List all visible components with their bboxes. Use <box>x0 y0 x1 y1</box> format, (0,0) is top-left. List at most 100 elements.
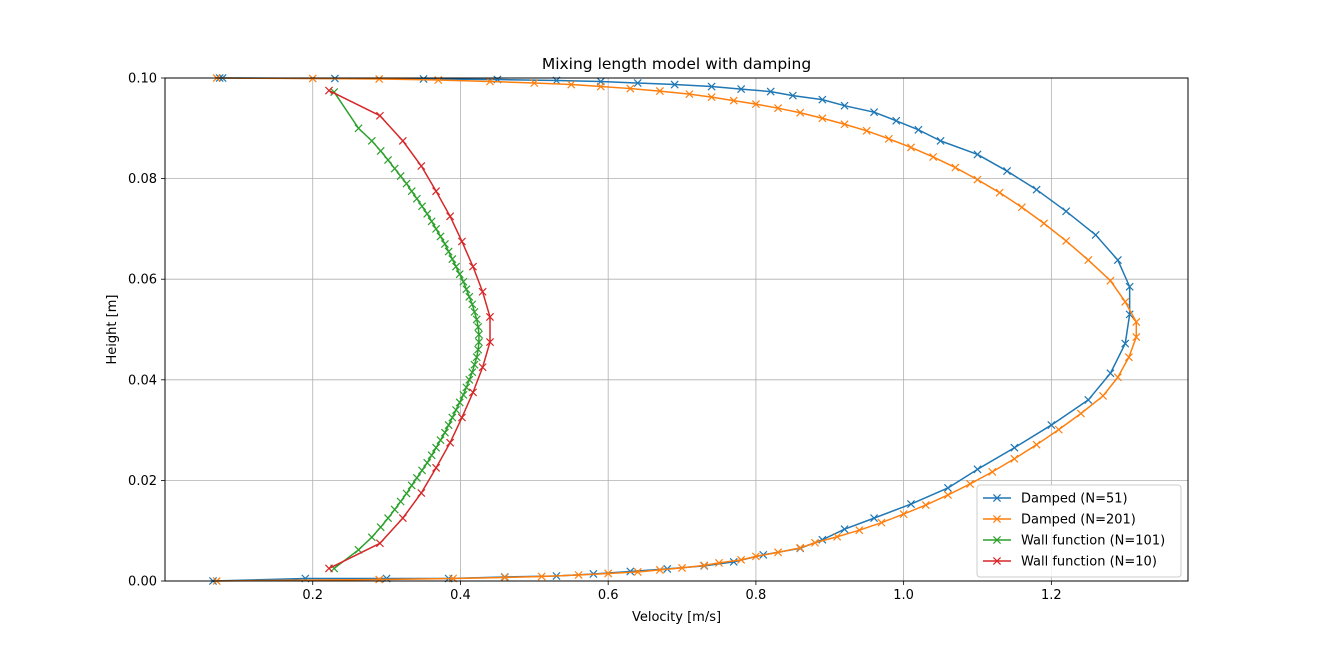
data-point <box>810 538 820 547</box>
data-point <box>833 532 842 541</box>
data-point <box>446 438 455 447</box>
data-point <box>596 82 605 91</box>
data-point <box>390 505 399 514</box>
y-tick-label: 0.08 <box>128 172 157 187</box>
data-point <box>737 555 746 564</box>
data-point <box>446 212 455 221</box>
data-point <box>1121 297 1130 306</box>
data-point <box>432 224 441 233</box>
data-point <box>432 463 441 472</box>
data-point <box>485 312 495 321</box>
data-point <box>375 74 384 84</box>
data-point <box>440 428 449 437</box>
data-point <box>973 175 982 184</box>
data-point <box>376 146 385 155</box>
legend-entry: Damped (N=201) <box>983 513 1136 528</box>
data-point <box>1099 391 1108 400</box>
data-point <box>436 436 445 445</box>
data-point <box>472 315 481 324</box>
data-point <box>774 548 783 557</box>
data-point <box>906 500 916 509</box>
data-point <box>700 561 709 570</box>
data-point <box>1047 421 1056 430</box>
data-point <box>685 90 694 99</box>
data-point <box>855 526 864 535</box>
data-point <box>973 465 982 474</box>
data-point <box>402 179 411 188</box>
data-point <box>1091 230 1100 239</box>
data-point <box>451 405 461 415</box>
data-point <box>862 126 871 135</box>
data-point <box>451 262 461 271</box>
data-point <box>455 270 464 279</box>
data-point <box>840 525 849 534</box>
chart-title: Mixing length model with damping <box>542 55 811 73</box>
data-point <box>1032 185 1041 194</box>
data-point <box>1010 443 1019 452</box>
data-point <box>530 79 539 88</box>
data-point <box>462 285 471 294</box>
data-point <box>678 563 687 572</box>
legend: Damped (N=51) Damped (N=201) Wall function… <box>976 484 1182 578</box>
data-point <box>1084 395 1093 404</box>
data-point <box>899 510 908 519</box>
data-point <box>1010 454 1019 463</box>
data-point <box>474 330 483 339</box>
data-point <box>308 74 317 83</box>
y-tick-label: 0.00 <box>128 575 157 590</box>
data-point <box>468 388 478 397</box>
data-point <box>655 565 664 574</box>
x-tick-label: 0.6 <box>598 588 619 603</box>
data-point <box>626 567 635 576</box>
legend-entry: Wall function (N=101) <box>983 534 1165 549</box>
x-tick-label: 1.0 <box>893 588 914 603</box>
data-point <box>574 570 583 579</box>
data-point <box>376 523 385 532</box>
data-point <box>1132 333 1141 342</box>
data-point <box>470 360 479 369</box>
data-point <box>419 74 428 84</box>
data-point <box>921 501 930 510</box>
data-point <box>906 143 916 152</box>
legend-entry: Damped (N=51) <box>983 492 1128 507</box>
legend-entries: Damped (N=51) Damped (N=201) Wall function… <box>983 492 1165 570</box>
data-point <box>324 564 333 573</box>
data-point <box>766 87 775 96</box>
data-point <box>929 152 938 161</box>
data-point <box>1125 310 1134 319</box>
x-axis-label: Velocity [m/s] <box>632 610 721 625</box>
y-axis-label: Height [m] <box>105 295 120 365</box>
data-point <box>1125 282 1134 291</box>
data-point <box>1113 373 1122 382</box>
data-point <box>384 514 393 523</box>
data-point <box>367 136 376 145</box>
legend-marker <box>992 493 1002 503</box>
data-point <box>1124 353 1133 362</box>
data-point <box>714 558 723 567</box>
data-point <box>914 125 923 134</box>
legend-entry: Wall function (N=10) <box>983 555 1157 570</box>
data-point <box>448 255 457 264</box>
data-point <box>354 124 363 133</box>
x-tick-label: 0.4 <box>450 588 471 603</box>
x-tick-label: 0.2 <box>302 588 323 603</box>
data-point <box>465 292 474 301</box>
data-point <box>462 383 471 392</box>
data-point <box>870 514 879 523</box>
data-point <box>417 488 426 497</box>
data-point <box>412 473 421 482</box>
data-point <box>796 108 805 117</box>
data-point <box>943 490 952 500</box>
data-point <box>818 114 827 123</box>
data-point <box>1132 317 1141 326</box>
legend-label: Damped (N=51) <box>1021 492 1128 507</box>
data-point <box>398 514 407 523</box>
data-point <box>1062 207 1071 216</box>
y-tick-label: 0.02 <box>128 474 157 489</box>
data-point <box>465 375 474 384</box>
x-tick-label: 1.2 <box>1041 588 1062 603</box>
data-point <box>470 307 479 316</box>
data-point <box>500 573 509 582</box>
data-point <box>474 345 483 354</box>
data-point <box>444 247 453 256</box>
